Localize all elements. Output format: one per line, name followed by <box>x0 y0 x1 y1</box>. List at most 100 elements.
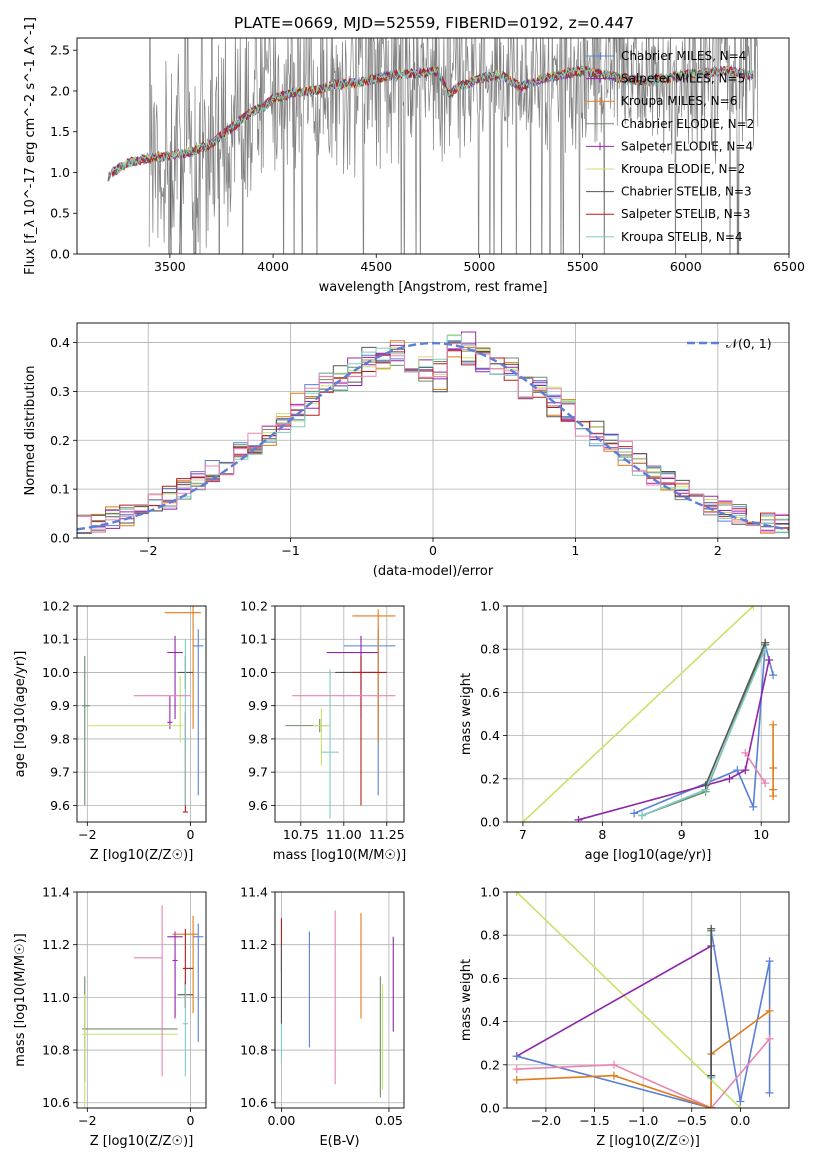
y-tick-label: 10.1 <box>42 632 70 647</box>
y-tick-label: 1.0 <box>480 599 500 614</box>
x-tick-label: −2.0 <box>531 1113 561 1128</box>
legend-label: 𝒩(0, 1) <box>726 336 772 351</box>
x-tick-label: 4500 <box>360 259 392 274</box>
y-tick-label: 9.9 <box>50 698 70 713</box>
x-tick-label: 9 <box>678 827 686 842</box>
mass-weight-line <box>516 892 741 1108</box>
axes-frame <box>76 322 790 539</box>
plus-marker <box>765 656 774 664</box>
x-tick-label: 4000 <box>257 259 289 274</box>
figure-title: PLATE=0669, MJD=52559, FIBERID=0192, z=0… <box>234 14 634 32</box>
panel-residuals: −2 −1 0 1 2 0.0 0.1 0.2 0.3 0.4 (data-model)/error… <box>23 322 790 579</box>
legend-label: Salpeter MILES, N=5 <box>621 72 745 86</box>
panel-age_vs_mass: 10.75 11.00 11.25 9.6 9.7 9.8 9.9 10.0 10.1 10.2 m… <box>240 599 406 864</box>
normal-curve <box>77 341 789 531</box>
plus-marker <box>769 792 778 801</box>
legend-label: Chabrier ELODIE, N=2 <box>621 117 754 131</box>
residual-histogram <box>77 350 789 529</box>
mass-weight-line <box>516 1038 771 1108</box>
residual-histogram <box>77 343 789 533</box>
x-tick-label: 0 <box>187 1113 195 1128</box>
y-tick-label: 9.9 <box>248 698 268 713</box>
x-tick-label: −1 <box>281 543 299 558</box>
y-tick-label: 9.6 <box>248 798 268 813</box>
x-axis-label: age [log10(age/yr)] <box>585 848 712 863</box>
axes-frame <box>76 37 790 255</box>
x-axis-label: Z [log10(Z/Z☉)] <box>90 848 194 863</box>
plus-marker <box>609 1060 618 1069</box>
y-tick-label: 0.2 <box>50 433 70 448</box>
plus-marker <box>512 1052 521 1061</box>
y-axis-label: Flux [f_λ 10^-17 erg cm^-2 s^-1 A^-1] <box>23 17 38 275</box>
x-axis-label: wavelength [Angstrom, rest frame] <box>319 280 548 295</box>
axes-frame <box>76 605 207 823</box>
panel-massweight_vs_Z: −2.0 −1.5 −1.0 −0.5 0.0 0.0 0.2 0.4 0.6 0.8 1.0 Z [… <box>459 885 790 1149</box>
legend-label: Kroupa MILES, N=6 <box>621 94 737 108</box>
y-tick-label: 0.3 <box>50 384 70 399</box>
y-tick-label: 11.2 <box>42 937 70 952</box>
y-tick-label: 10.6 <box>240 1095 268 1110</box>
y-tick-label: 9.7 <box>248 765 268 780</box>
x-tick-label: 1 <box>571 543 579 558</box>
panel-mass_vs_Z: −2 0 10.6 10.8 11.0 11.2 11.4 Z [log10(Z/Z☉)] ma… <box>13 885 207 1149</box>
y-tick-label: 9.7 <box>50 765 70 780</box>
axes-frame <box>506 891 790 1109</box>
x-tick-label: −1.5 <box>579 1113 609 1128</box>
y-tick-label: 0.0 <box>480 815 500 830</box>
y-tick-label: 9.8 <box>248 731 268 746</box>
y-tick-label: 11.2 <box>240 937 268 952</box>
x-tick-label: 10 <box>753 827 769 842</box>
y-tick-label: 11.4 <box>42 885 70 900</box>
x-tick-label: 0.0 <box>730 1113 750 1128</box>
y-tick-label: 0.4 <box>480 1014 500 1029</box>
y-tick-label: 2.0 <box>50 83 70 98</box>
x-tick-label: 6000 <box>670 259 702 274</box>
legend-label: Salpeter STELIB, N=3 <box>621 207 750 221</box>
legend-label: Chabrier MILES, N=4 <box>621 49 746 63</box>
plot-area <box>77 606 206 822</box>
x-tick-label: 0 <box>429 543 437 558</box>
mass-weight-line <box>704 642 766 786</box>
y-axis-label: mass weight <box>459 673 474 755</box>
plus-marker <box>741 748 750 757</box>
axes-frame <box>76 891 207 1109</box>
plus-marker <box>749 802 758 811</box>
plus-marker <box>733 766 742 775</box>
plus-marker <box>765 1006 774 1015</box>
panel-mass_vs_EBV: 0.00 0.05 10.6 10.8 11.0 11.2 11.4 E(B-V) <box>240 885 405 1149</box>
y-tick-label: 10.0 <box>240 665 268 680</box>
plus-marker <box>574 815 583 822</box>
plot-area <box>77 323 789 538</box>
y-tick-label: 0.1 <box>50 482 70 497</box>
y-tick-label: 10.8 <box>240 1043 268 1058</box>
plot-area <box>275 892 404 1108</box>
y-tick-label: 1.0 <box>480 885 500 900</box>
plot-area <box>507 892 789 1108</box>
x-tick-label: 2 <box>714 543 722 558</box>
y-tick-label: 0.0 <box>50 247 70 262</box>
plot-area <box>275 606 404 822</box>
model-spectrum <box>107 64 754 182</box>
x-tick-label: 0.05 <box>375 1113 403 1128</box>
plot-area <box>107 38 759 254</box>
legend: Chabrier MILES, N=4 Salpeter MILES, N=5 Kr… <box>586 49 754 244</box>
mass-weight-line <box>522 606 754 822</box>
plus-marker <box>518 818 527 822</box>
y-tick-label: 0.2 <box>480 1057 500 1072</box>
y-tick-label: 0.6 <box>480 685 500 700</box>
axes-frame <box>274 891 405 1109</box>
y-axis-label: mass [log10(M/M☉)] <box>13 933 28 1066</box>
x-tick-label: 6500 <box>773 259 805 274</box>
residual-histogram <box>77 342 789 534</box>
mass-weight-line <box>744 752 766 784</box>
x-tick-label: −1.0 <box>628 1113 658 1128</box>
plus-marker <box>707 924 716 933</box>
x-tick-label: −2 <box>139 543 157 558</box>
y-tick-label: 0.4 <box>50 335 70 350</box>
y-tick-label: 11.0 <box>240 990 268 1005</box>
mass-weight-line <box>516 930 771 1108</box>
y-tick-label: 0.6 <box>480 971 500 986</box>
plus-marker <box>609 1071 618 1080</box>
plus-marker <box>761 779 770 788</box>
y-axis-label: Normed distribution <box>23 366 38 496</box>
